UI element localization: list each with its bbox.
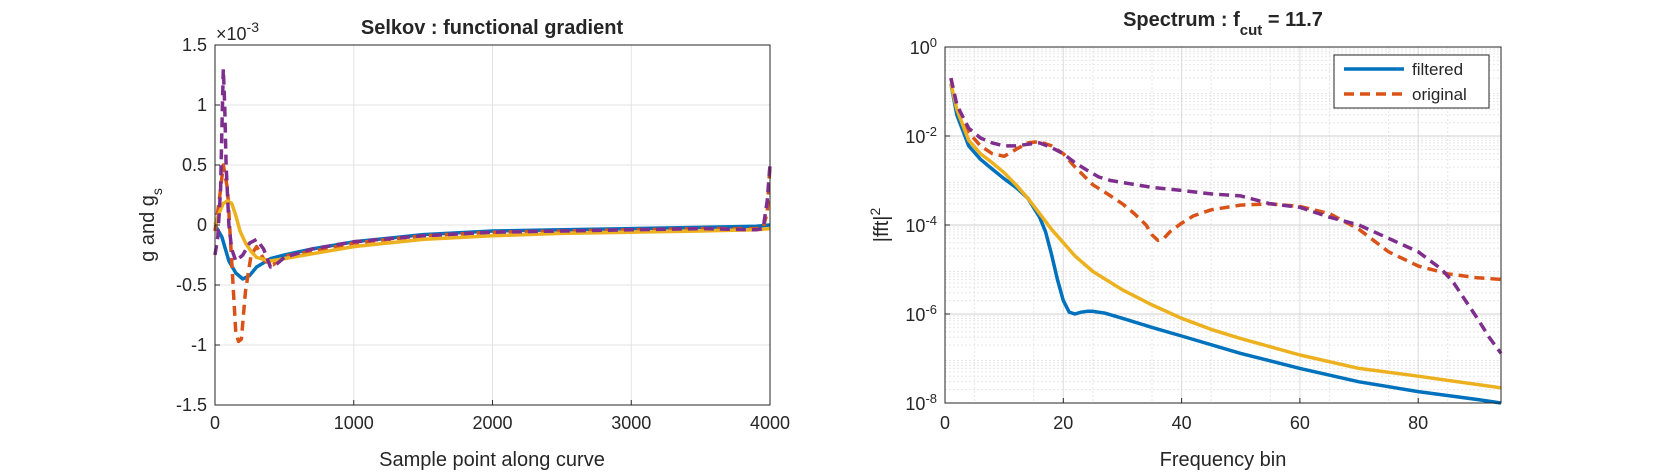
left-tick-labels: 0 1000 2000 3000 4000 -1.5 -1 -0.5 0 0.5 1 1.5 [176, 35, 790, 433]
right-x-tick-label: 60 [1290, 413, 1310, 433]
left-x-tick-label: 3000 [611, 413, 651, 433]
left-y-exponent-base: ×10 [216, 24, 247, 44]
left-x-tick-label: 4000 [750, 413, 790, 433]
right-series-line-3 [949, 83, 1502, 390]
legend-label-original: original [1412, 85, 1467, 104]
right-y-axis-label: |fft|2 [867, 208, 893, 243]
right-series-group [949, 77, 1503, 405]
right-y-tick-label: 10-2 [905, 124, 937, 148]
right-grid [944, 46, 1501, 404]
right-chart-title-tail: = 11.7 [1262, 9, 1323, 31]
right-chart: 0 20 40 60 80 100 10-2 10-4 10-6 10-8 Spectrum : … [867, 9, 1503, 471]
right-y-axis-label-main: |fft| [871, 216, 893, 243]
left-series-line-4 [213, 67, 772, 269]
left-y-tick-label: 0 [197, 215, 207, 235]
left-y-axis-label-subscript: s [149, 188, 165, 195]
right-y-tick-label: 10-4 [905, 213, 937, 237]
left-series-line-2 [213, 163, 772, 344]
left-y-tick-label: 1 [197, 95, 207, 115]
right-y-tick-label: 10-6 [905, 302, 937, 326]
left-x-tick-label: 1000 [334, 413, 374, 433]
left-y-tick-label: 1.5 [182, 35, 207, 55]
right-y-axis-label-superscript: 2 [867, 208, 883, 216]
left-chart-title: Selkov : functional gradient [361, 17, 624, 39]
right-x-tick-label: 0 [940, 413, 950, 433]
legend-box [1333, 54, 1490, 109]
left-y-exponent-power: -3 [247, 19, 260, 35]
right-chart-title: Spectrum : fcut = 11.7 [1123, 9, 1323, 39]
right-x-axis-label: Frequency bin [1160, 449, 1287, 471]
right-y-tick-label: 10-8 [905, 391, 937, 415]
left-y-axis-label: g and gs [137, 188, 165, 262]
right-series-line-4 [949, 77, 1503, 355]
right-y-tick-label: 100 [910, 35, 937, 59]
left-series-line-3 [213, 199, 771, 263]
left-x-tick-label: 0 [210, 413, 220, 433]
left-y-tick-label: -0.5 [176, 275, 207, 295]
right-series-line-filtered [949, 83, 1502, 405]
left-series-group [213, 67, 772, 344]
right-chart-title-subscript: cut [1240, 22, 1263, 39]
right-chart-title-main: Spectrum : f [1123, 9, 1240, 31]
left-y-exponent: ×10-3 [216, 19, 259, 44]
left-y-tick-label: -1.5 [176, 395, 207, 415]
left-x-axis-label: Sample point along curve [379, 449, 605, 471]
legend: filtered original [1333, 54, 1490, 109]
left-x-tick-label: 2000 [472, 413, 512, 433]
right-tick-labels: 0 20 40 60 80 100 10-2 10-4 10-6 10-8 [905, 35, 1428, 434]
left-y-tick-label: 0.5 [182, 155, 207, 175]
left-chart: 0 1000 2000 3000 4000 -1.5 -1 -0.5 0 0.5 1 1.5 Selk… [137, 17, 790, 471]
legend-label-filtered: filtered [1412, 60, 1463, 79]
right-x-tick-label: 20 [1053, 413, 1073, 433]
right-x-tick-label: 80 [1408, 413, 1428, 433]
left-y-axis-label-main: g and g [137, 195, 159, 262]
right-x-tick-label: 40 [1172, 413, 1192, 433]
left-y-tick-label: -1 [191, 335, 207, 355]
